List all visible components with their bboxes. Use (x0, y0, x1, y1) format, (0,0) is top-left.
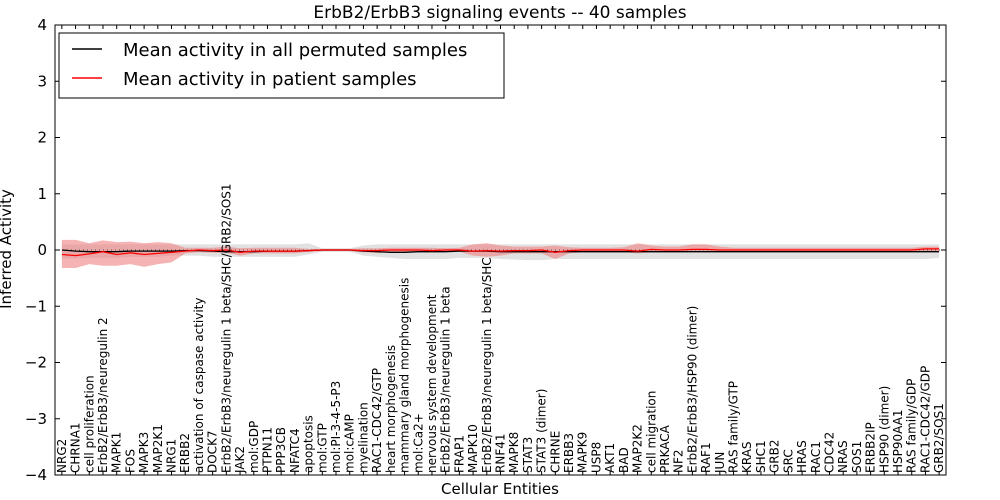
x-tick-label: AKT1 (603, 443, 617, 473)
x-tick-label: HSP90 (dimer) (877, 386, 891, 473)
y-tick-label: 3 (37, 72, 47, 90)
x-tick-label: MAPK3 (137, 432, 151, 473)
y-tick-label: 1 (37, 185, 47, 203)
x-tick-label: DOCK7 (206, 430, 220, 473)
x-tick-label: ErbB2/ErbB3/neuregulin 1 beta (439, 286, 453, 473)
y-tick-label: 4 (37, 16, 47, 34)
x-tick-label: apoptosis (302, 415, 316, 473)
y-axis-label: Inferred Activity (0, 189, 15, 309)
x-tick-label: RAC1 (809, 441, 823, 473)
x-tick-label: USP8 (590, 442, 604, 473)
x-tick-label: CHRNE (548, 431, 562, 473)
legend-permuted-label: Mean activity in all permuted samples (123, 40, 467, 61)
chart-title: ErbB2/ErbB3 signaling events -- 40 sampl… (313, 3, 686, 23)
x-tick-label: JUN (713, 452, 727, 474)
x-tick-label: HRAS (795, 440, 809, 473)
y-tick-label: 0 (37, 241, 47, 259)
x-tick-label: PTPN11 (261, 427, 275, 473)
x-tick-label: MAPK10 (466, 424, 480, 473)
x-tick-label: NRG1 (165, 439, 179, 473)
y-tick-label: 2 (37, 129, 47, 147)
x-tick-label: NFATC4 (288, 428, 302, 473)
x-tick-label: PRKACA (658, 424, 672, 473)
x-tick-label: mol:cAMP (343, 414, 357, 473)
x-tick-label: RAS family/GTP (727, 381, 741, 473)
x-tick-label: HSP90AA1 (891, 409, 905, 473)
x-tick-label: SRC (781, 449, 795, 473)
x-axis-label: Cellular Entities (441, 480, 559, 498)
x-tick-label: ErbB2/ErbB3/HSP90 (dimer) (685, 306, 699, 473)
y-tick-label: −2 (25, 354, 47, 372)
y-tick-label: −1 (25, 297, 47, 315)
x-tick-label: GRB2/SOS1 (932, 403, 946, 473)
x-tick-label: JAK2 (233, 446, 247, 474)
x-tick-label: NF2 (672, 449, 686, 473)
x-tick-label: ErbB2/ErbB3/neuregulin 1 beta/SHC/GRB2/S… (219, 183, 233, 473)
x-tick-label: ErbB2/ErbB3/neuregulin 2 (96, 317, 110, 473)
x-tick-label: cell proliferation (82, 375, 96, 473)
x-tick-label: SHC1 (754, 440, 768, 473)
x-tick-label: MAPK1 (110, 432, 124, 473)
x-tick-label: cell migration (644, 391, 658, 473)
x-tick-label: MAP2K1 (151, 424, 165, 473)
x-tick-label: RAC1-CDC42/GTP (370, 368, 384, 473)
x-tick-label: STAT3 (521, 437, 535, 473)
x-tick-label: nervous system development (425, 294, 439, 473)
x-tick-label: CHRNA1 (69, 422, 83, 473)
x-tick-label: GRB2 (768, 439, 782, 473)
x-tick-label: ErbB2/ErbB3/neuregulin 1 beta/SHC (480, 257, 494, 473)
x-tick-label: mol:PI-3-4-5-P3 (329, 381, 343, 473)
legend-patient-label: Mean activity in patient samples (123, 69, 417, 90)
x-tick-label: heart morphogenesis (384, 345, 398, 473)
x-tick-label: ERBB2IP (864, 422, 878, 473)
x-tick-label: NRAS (836, 440, 850, 473)
x-tick-label: CDC42 (823, 432, 837, 473)
legend-frame (58, 32, 505, 99)
x-tick-label: MAPK8 (507, 432, 521, 473)
x-tick-label: ERBB3 (562, 433, 576, 473)
x-tick-label: KRAS (740, 441, 754, 473)
x-tick-label: mammary gland morphogenesis (398, 278, 412, 473)
patient-variance-band (61, 239, 940, 268)
x-tick-label: BAD (617, 447, 631, 473)
legend: Mean activity in all permuted samples Me… (58, 32, 505, 99)
x-tick-label: NRG2 (55, 439, 69, 473)
x-tick-label: myelination (356, 402, 370, 473)
x-tick-label: STAT3 (dimer) (535, 389, 549, 473)
x-tick-label: FOS (123, 449, 137, 473)
x-tick-label: SOS1 (850, 441, 864, 473)
y-tick-label: −3 (25, 410, 47, 428)
x-tick-label: FRAP1 (452, 435, 466, 473)
x-tick-label: PPP3CB (274, 427, 288, 473)
x-tick-label: MAPK9 (576, 432, 590, 473)
x-tick-label: ERBB2 (178, 433, 192, 473)
x-tick-label: RAS family/GDP (905, 379, 919, 473)
patient-mean-line (61, 248, 940, 257)
x-tick-label: MAP2K2 (631, 424, 645, 473)
y-tick-label: −4 (25, 466, 47, 484)
x-tick-label: RAF1 (699, 442, 713, 473)
x-tick-label: activation of caspase activity (192, 298, 206, 473)
x-tick-label: mol:Ca2+ (411, 413, 425, 473)
x-tick-label: RNF41 (494, 434, 508, 474)
x-tick-label: mol:GTP (315, 423, 329, 473)
x-tick-label: mol:GDP (247, 421, 261, 473)
x-tick-label: RAC1-CDC42/GDP (918, 366, 932, 473)
